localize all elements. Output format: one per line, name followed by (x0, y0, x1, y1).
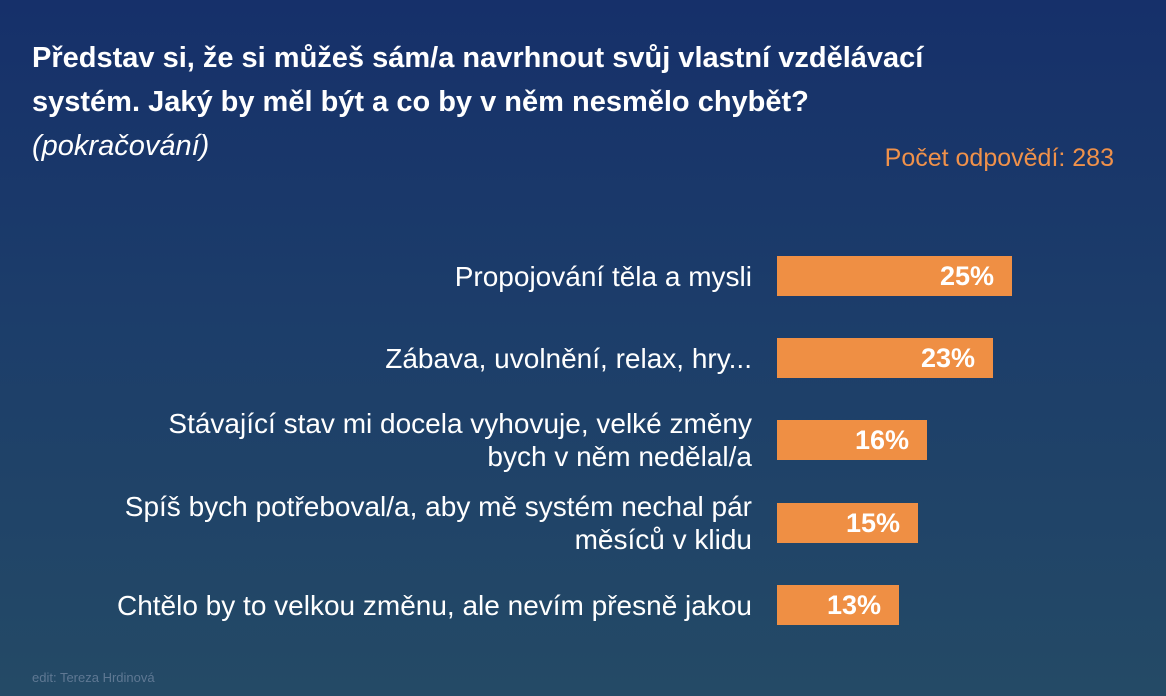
chart-title: Představ si, že si můžeš sám/a navrhnout… (32, 36, 1132, 124)
title-line-2: systém. Jaký by měl být a co by v něm ne… (32, 86, 809, 118)
bar: 15% (777, 503, 918, 543)
category-label: Chtělo by to velkou změnu, ale nevím pře… (12, 589, 752, 622)
bar-value-label: 25% (939, 261, 994, 291)
category-label-line: Chtělo by to velkou změnu, ale nevím pře… (116, 589, 752, 621)
category-label: Propojování těla a mysli (12, 260, 752, 293)
category-label-line: měsíců v klidu (574, 524, 752, 555)
bar: 23% (777, 338, 993, 378)
bar: 16% (777, 420, 927, 460)
category-label: Stávající stav mi docela vyhovuje, velké… (12, 407, 752, 473)
category-label-line: Propojování těla a mysli (454, 260, 752, 292)
editor-credit: edit: Tereza Hrdinová (32, 670, 155, 685)
category-label-line: Zábava, uvolnění, relax, hry... (385, 342, 752, 374)
bar-value-label: 15% (845, 508, 900, 538)
bar-value-label: 23% (920, 343, 975, 373)
category-label: Spíš bych potřeboval/a, aby mě systém ne… (12, 490, 752, 556)
bar-value-label: 16% (854, 425, 909, 455)
title-line-1: Představ si, že si můžeš sám/a navrhnout… (32, 42, 924, 74)
chart-subtitle: (pokračování) (32, 130, 210, 162)
category-label-line: Stávající stav mi docela vyhovuje, velké… (168, 408, 752, 439)
response-count: Počet odpovědí: 283 (884, 144, 1114, 172)
category-label-line: Spíš bych potřeboval/a, aby mě systém ne… (124, 491, 752, 522)
bar: 13% (777, 585, 899, 625)
category-label: Zábava, uvolnění, relax, hry... (12, 342, 752, 375)
category-label-line: bych v něm nedělal/a (487, 441, 752, 472)
bar-value-label: 13% (826, 590, 881, 620)
bar: 25% (777, 256, 1012, 296)
